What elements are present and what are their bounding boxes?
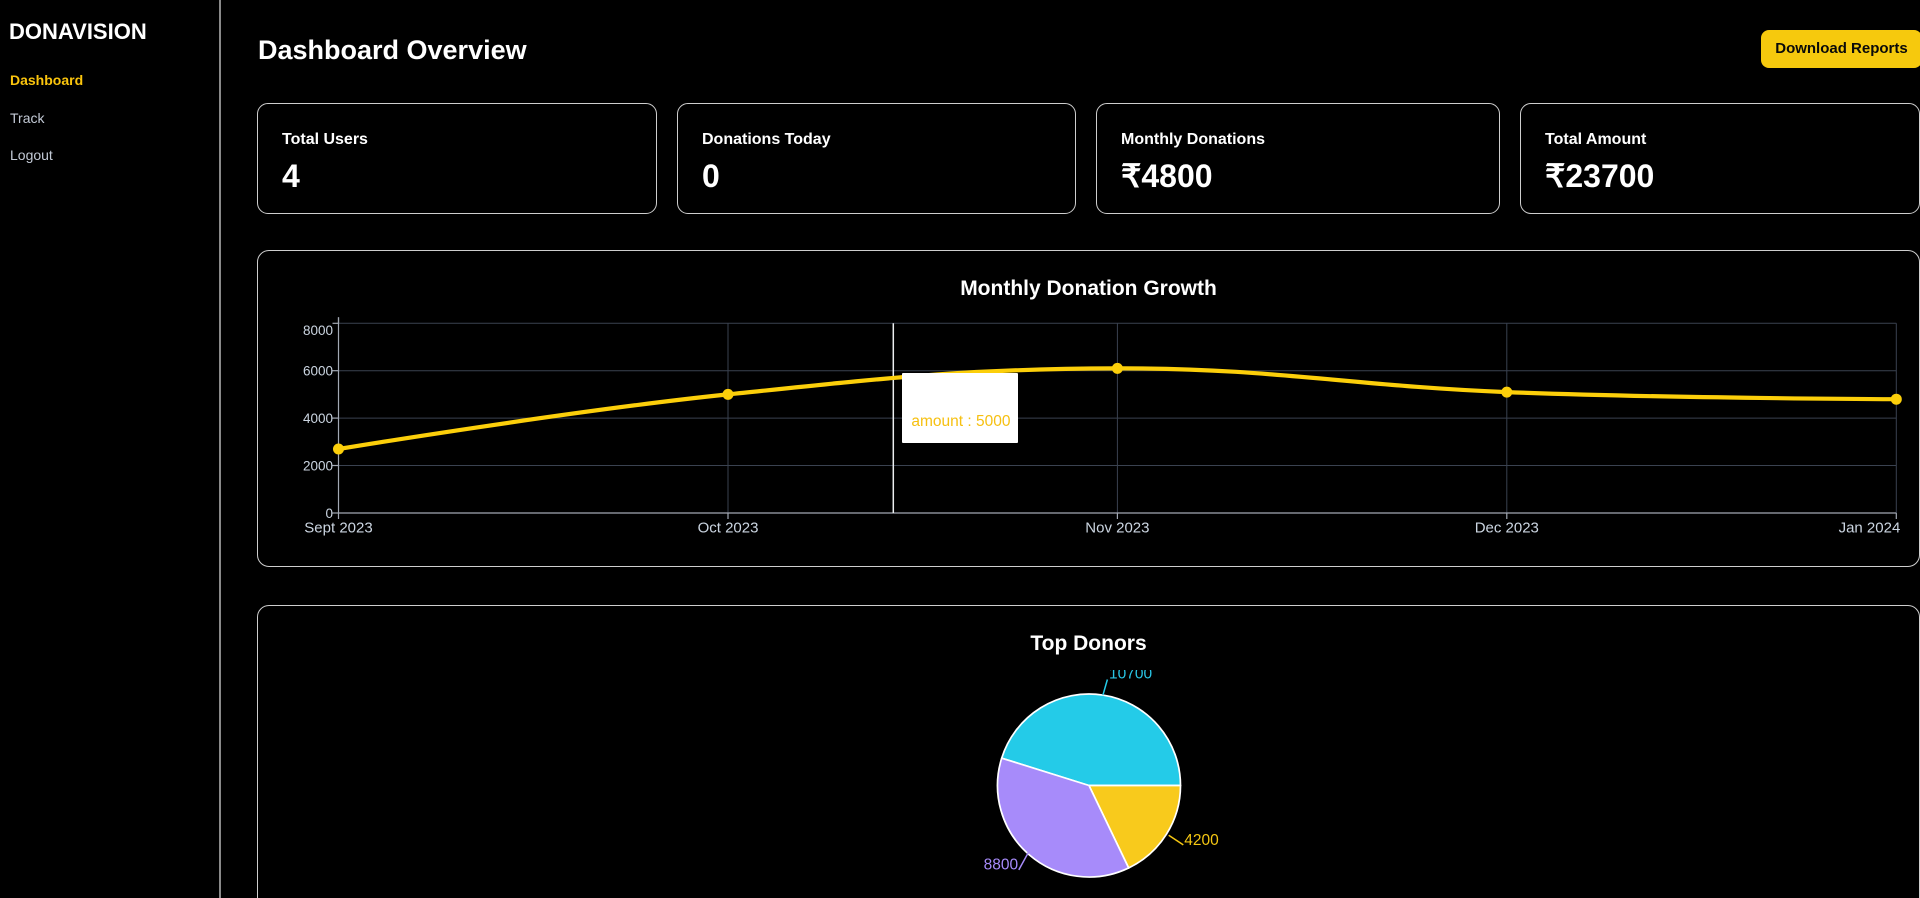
svg-text:Sept 2023: Sept 2023	[304, 519, 372, 536]
svg-text:8000: 8000	[303, 323, 333, 338]
svg-text:Oct 2023: Oct 2023	[698, 519, 759, 536]
svg-text:Dec 2023: Dec 2023	[1475, 519, 1539, 536]
svg-text:8800: 8800	[984, 857, 1019, 874]
svg-text:Jan 2024: Jan 2024	[1839, 519, 1901, 536]
svg-text:amount : 5000: amount : 5000	[911, 413, 1010, 430]
svg-text:Nov 2023: Nov 2023	[1085, 519, 1149, 536]
svg-text:10700: 10700	[1109, 670, 1152, 683]
svg-text:4200: 4200	[1184, 832, 1219, 849]
svg-text:4000: 4000	[303, 411, 333, 426]
svg-text:0: 0	[325, 506, 333, 521]
svg-text:2000: 2000	[303, 458, 333, 473]
svg-text:6000: 6000	[303, 364, 333, 379]
